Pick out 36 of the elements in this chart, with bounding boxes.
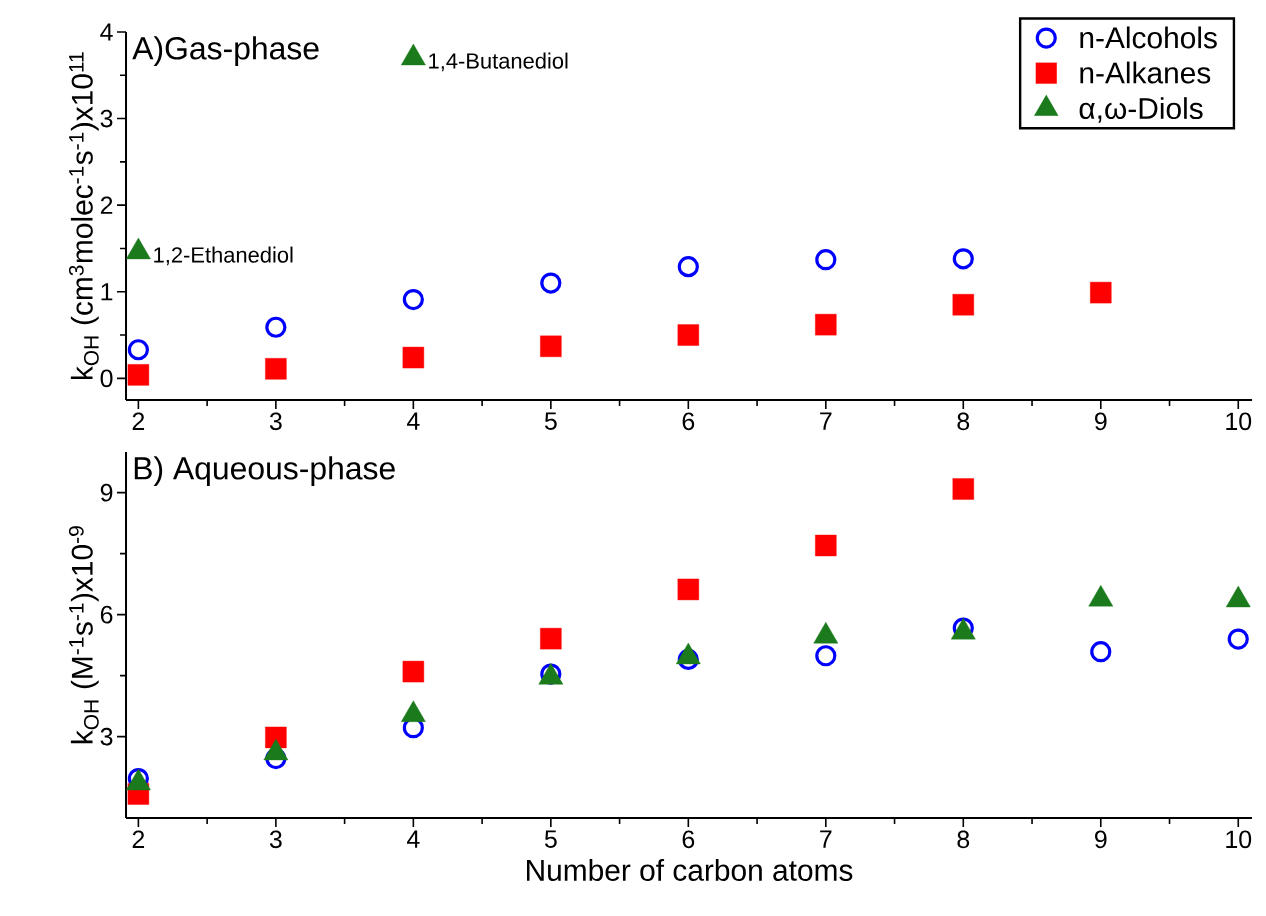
- y-tick-label: 2: [100, 196, 113, 214]
- x-tick-label: 5: [544, 412, 557, 430]
- x-tick-label: 3: [269, 412, 282, 431]
- x-tick-label: 8: [957, 412, 970, 431]
- y-axis-title: k$_{OH}$ (M$^{-1}$s$^{-1}$)x10$^{-9}$: [68, 526, 99, 744]
- x-tick-label: 9: [1095, 830, 1107, 849]
- x-tick-label: 6: [682, 412, 695, 431]
- x-tick-label: 2: [132, 830, 145, 848]
- annotation: B) Aqueous-phase: [134, 456, 395, 486]
- annotation: A)Gas-phase: [132, 36, 319, 66]
- annotation: 1,2-Ethanediol: [154, 246, 293, 266]
- y-tick-label: 4: [100, 23, 113, 41]
- x-tick-label: 10: [1226, 830, 1252, 849]
- x-tick-label: 9: [1095, 412, 1107, 431]
- x-tick-label: 7: [820, 830, 832, 848]
- x-tick-label: 4: [407, 830, 420, 848]
- x-tick-label: 10: [1226, 412, 1252, 431]
- legend-label: α,ω-Diols: [1079, 97, 1203, 123]
- y-tick-label: 9: [100, 483, 113, 502]
- x-tick-label: 8: [957, 830, 970, 849]
- x-tick-label: 5: [544, 830, 557, 848]
- y-tick-label: 0: [100, 369, 113, 388]
- legend-label: n-Alcohols: [1080, 26, 1217, 49]
- y-tick-label: 1: [101, 283, 113, 301]
- y-tick-label: 3: [100, 109, 113, 128]
- x-tick-label: 3: [269, 830, 282, 849]
- x-tick-label: 6: [682, 830, 695, 849]
- x-tick-label: 2: [132, 412, 145, 430]
- legend-label: n-Alkanes: [1080, 61, 1211, 84]
- text: k$_{OH}$ (cm$^{3}$molec$^{-1}$s$^{-1}$)x10$^{11}$: [68, 52, 99, 380]
- annotation: 1,4-Butanediol: [429, 52, 568, 72]
- y-tick-label: 6: [100, 605, 113, 624]
- x-tick-label: 7: [820, 412, 832, 430]
- x-axis-title: Number of carbon atoms: [527, 858, 853, 881]
- x-tick-label: 4: [407, 412, 420, 430]
- y-tick-label: 3: [100, 727, 113, 746]
